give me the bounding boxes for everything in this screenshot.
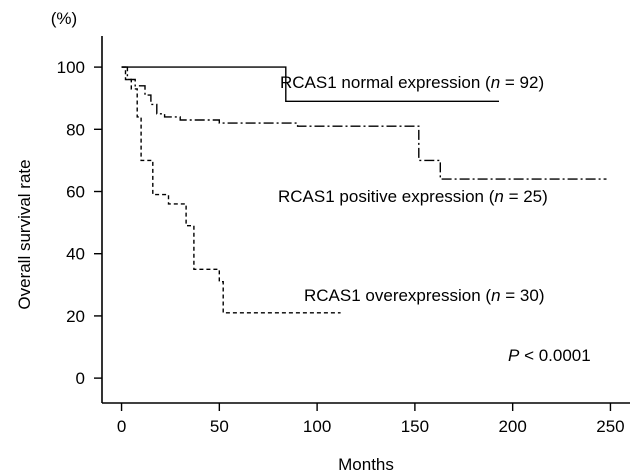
axes: 0 20 40 60 80 100 0 50 100 150 200 250	[57, 36, 630, 436]
series-line-normal-expression	[121, 66, 499, 102]
y-tick-label: 60	[66, 183, 85, 202]
series-label-prefix: RCAS1 normal expression (	[280, 73, 491, 92]
series-label-overexpression: RCAS1 overexpression (n = 30)	[304, 286, 545, 305]
series-label-n: n	[494, 187, 503, 206]
series-label-n: n	[491, 286, 500, 305]
x-tick-label: 250	[596, 417, 624, 436]
series-label-prefix: RCAS1 positive expression (	[278, 187, 495, 206]
x-tick-label: 150	[401, 417, 429, 436]
y-tick-label: 100	[57, 58, 85, 77]
y-tick-label: 80	[66, 120, 85, 139]
y-tick-label: 0	[76, 369, 85, 388]
x-axis-title: Months	[338, 455, 394, 474]
y-axis-title: Overall survival rate	[15, 159, 34, 309]
p-value-annotation: P < 0.0001	[508, 346, 591, 365]
series-label-normal-expression: RCAS1 normal expression (n = 92)	[280, 73, 544, 92]
x-tick-label: 0	[117, 417, 126, 436]
series-label-positive-expression: RCAS1 positive expression (n = 25)	[278, 187, 548, 206]
series-label-prefix: RCAS1 overexpression (	[304, 286, 491, 305]
series-label-suffix: = 30)	[501, 286, 545, 305]
series-label-suffix: = 25)	[504, 187, 548, 206]
p-value-text: < 0.0001	[519, 346, 590, 365]
series-lines	[121, 66, 607, 314]
series-label-n: n	[491, 73, 500, 92]
series-label-suffix: = 92)	[500, 73, 544, 92]
y-tick-label: 40	[66, 245, 85, 264]
x-tick-label: 200	[498, 417, 526, 436]
x-tick-label: 50	[210, 417, 229, 436]
y-tick-label: 20	[66, 307, 85, 326]
y-axis-unit-label: (%)	[51, 9, 77, 28]
x-tick-label: 100	[303, 417, 331, 436]
series-line-positive-expression	[121, 66, 607, 180]
p-value-symbol: P	[508, 346, 520, 365]
